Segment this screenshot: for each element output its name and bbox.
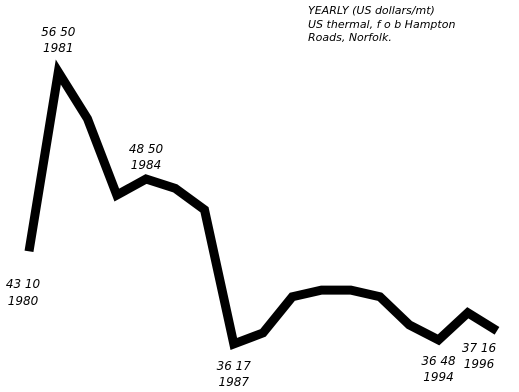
title-line-2: US thermal, f o b Hampton bbox=[308, 17, 456, 31]
annotation-labels: 43 10 1980 56 50 1981 48 50 1984 36 17 1987 36 4… bbox=[6, 25, 497, 389]
annotation-value-1980: 43 10 bbox=[6, 277, 41, 291]
annotation-year-1987: 1987 bbox=[218, 375, 249, 389]
annotation-value-1984: 48 50 bbox=[129, 142, 164, 156]
annotation-value-1994: 36 48 bbox=[421, 354, 456, 368]
annotation-year-1996: 1996 bbox=[464, 357, 495, 371]
price-series-line bbox=[24, 59, 500, 351]
annotation-year-1994: 1994 bbox=[423, 370, 454, 384]
annotation-value-1987: 36 17 bbox=[217, 359, 252, 373]
annotation-year-1984: 1984 bbox=[131, 158, 162, 172]
annotation-value-1981: 56 50 bbox=[41, 25, 76, 39]
annotation-value-1996: 37 16 bbox=[462, 341, 497, 355]
title-line-1: YEARLY (US dollars/mt) bbox=[308, 4, 435, 17]
annotation-year-1981: 1981 bbox=[43, 41, 74, 55]
annotation-year-1980: 1980 bbox=[8, 294, 39, 308]
chart-title-note: YEARLY (US dollars/mt) US thermal, f o b… bbox=[308, 4, 455, 45]
title-line-3: Roads, Norfolk. bbox=[308, 31, 392, 44]
